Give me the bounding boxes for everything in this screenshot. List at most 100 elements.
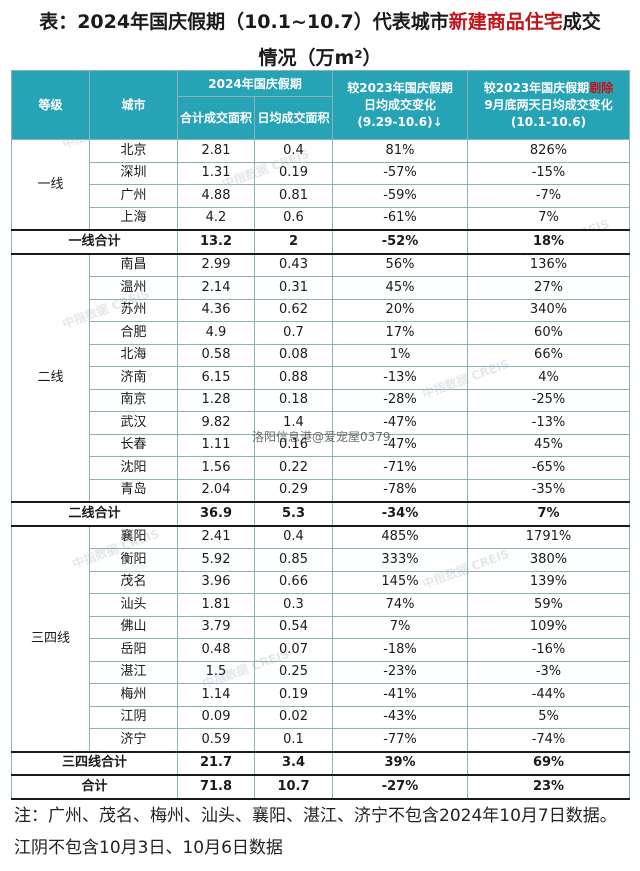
table-row: 茂名 3.96 0.66 145% 139% [12,570,630,594]
total-area-cell: 4.88 [177,184,255,208]
adjusted-change-cell: 139% [467,570,630,594]
adjusted-change-cell: 136% [467,253,630,277]
subtotal-total-area: 36.9 [177,501,255,527]
table-row: 三四线 襄阳 2.41 0.4 485% 1791% [11,525,630,752]
city-cell: 衡阳 [89,548,178,572]
daily-change-cell: 333% [332,548,468,572]
city-cell: 佛山 [89,615,178,639]
daily-change-cell: -23% [332,660,468,684]
adjusted-change-cell: 340% [467,298,630,322]
table-row: 济南 6.15 0.88 -13% 4% [12,366,630,390]
overlay-watermark: 洛阳信息港@爱宠屋0379 [252,430,391,444]
table-body: 一线 北京 2.81 0.4 81% 826% 深圳 1.31 0.19 -57% -15% 广州 4.… [11,139,630,800]
total-area-cell: 1.5 [177,660,255,684]
daily-area-cell: 0.4 [254,139,333,163]
daily-area-cell: 0.7 [254,321,333,345]
daily-change-cell: 485% [332,525,468,549]
daily-change-cell: 1% [332,343,468,367]
daily-area-cell: 0.08 [254,343,333,367]
title-line-1: 表：2024年国庆假期（10.1~10.7）代表城市新建商品住宅成交 [0,4,640,40]
tier-label: 二线 [11,253,90,503]
city-cell: 广州 [89,184,178,208]
adjusted-change-cell: -25% [467,388,630,412]
subtotal-daily-area: 5.3 [254,501,333,527]
adjusted-change-cell: 27% [467,276,630,300]
table-row: 上海 4.2 0.6 -61% 7% [12,206,630,231]
city-cell: 上海 [89,206,178,231]
city-cell: 沈阳 [89,456,178,480]
daily-change-cell: -61% [332,206,468,231]
city-cell: 南京 [89,388,178,412]
daily-area-cell: 0.62 [254,298,333,322]
subtotal-daily-change: 39% [332,750,468,776]
city-cell: 北京 [89,139,178,163]
grand-total-label: 合计 [11,774,178,800]
city-cell: 襄阳 [89,525,178,549]
total-area-cell: 4.9 [177,321,255,345]
total-area-cell: 9.82 [177,411,255,435]
adjusted-change-cell: 45% [467,433,630,457]
table-row: 广州 4.88 0.81 -59% -7% [12,184,630,208]
header-vs2023-excl: 较2023年国庆假期剔除 9月底两天日均成交变化 (10.1-10.6) [467,70,630,140]
daily-change-cell: -28% [332,388,468,412]
total-area-cell: 2.04 [177,478,255,503]
daily-area-cell: 0.16 [254,433,333,457]
subtotal-row: 一线合计 13.2 2 -52% 18% [11,229,630,255]
table-row: 汕头 1.81 0.3 74% 59% [12,593,630,617]
adjusted-change-cell: 1791% [467,525,630,549]
adjusted-change-cell: 66% [467,343,630,367]
subtotal-daily-change: -34% [332,501,468,527]
subtotal-label: 二线合计 [11,501,178,527]
subtotal-adjusted-change: 18% [467,229,630,255]
table-row: 北海 0.58 0.08 1% 66% [12,343,630,367]
adjusted-change-cell: 4% [467,366,630,390]
adjusted-change-cell: -44% [467,683,630,707]
daily-area-cell: 0.25 [254,660,333,684]
daily-change-cell: 81% [332,139,468,163]
grand-total-daily-area: 10.7 [254,774,333,800]
header-level: 等级 [11,70,90,140]
table-row: 苏州 4.36 0.62 20% 340% [12,298,630,322]
city-cell: 江阴 [89,705,178,729]
daily-change-cell: -41% [332,683,468,707]
subtotal-total-area: 21.7 [177,750,255,776]
daily-area-cell: 0.18 [254,388,333,412]
total-area-cell: 2.41 [177,525,255,549]
daily-area-cell: 0.43 [254,253,333,277]
city-cell: 温州 [89,276,178,300]
table-row: 青岛 2.04 0.29 -78% -35% [12,478,630,503]
daily-change-cell: -71% [332,456,468,480]
adjusted-change-cell: -65% [467,456,630,480]
daily-change-cell: -43% [332,705,468,729]
footnote: 注：广州、茂名、梅州、汕头、襄阳、湛江、济宁不包含2024年10月7日数据。江阴… [14,806,617,858]
grand-total-adjusted-change: 23% [467,774,630,800]
total-area-cell: 2.99 [177,253,255,277]
subtotal-label: 三四线合计 [11,750,178,776]
table-row: 长春 1.11 0.16 -47% 45% [12,433,630,457]
total-area-cell: 2.14 [177,276,255,300]
daily-area-cell: 0.3 [254,593,333,617]
subtotal-label: 一线合计 [11,229,178,255]
city-cell: 武汉 [89,411,178,435]
city-cell: 茂名 [89,570,178,594]
total-area-cell: 1.14 [177,683,255,707]
subtotal-adjusted-change: 7% [467,501,630,527]
daily-area-cell: 0.19 [254,683,333,707]
daily-change-cell: 7% [332,615,468,639]
subtotal-total-area: 13.2 [177,229,255,255]
adjusted-change-cell: 7% [467,206,630,231]
daily-change-cell: -77% [332,728,468,752]
header-vs2023-excl-highlight: 剔除 [589,80,614,95]
city-cell: 湛江 [89,660,178,684]
header-vs2023-daily-sub: 日均成交变化 [363,97,436,112]
daily-area-cell: 0.6 [254,206,333,231]
subtotal-adjusted-change: 69% [467,750,630,776]
daily-area-cell: 0.07 [254,638,333,662]
total-area-cell: 1.56 [177,456,255,480]
subtotal-daily-area: 2 [254,229,333,255]
table-row: 合肥 4.9 0.7 17% 60% [12,321,630,345]
total-area-cell: 1.28 [177,388,255,412]
grand-total-row: 合计 71.8 10.7 -27% 23% [11,774,630,800]
adjusted-change-cell: 826% [467,139,630,163]
daily-change-cell: 17% [332,321,468,345]
